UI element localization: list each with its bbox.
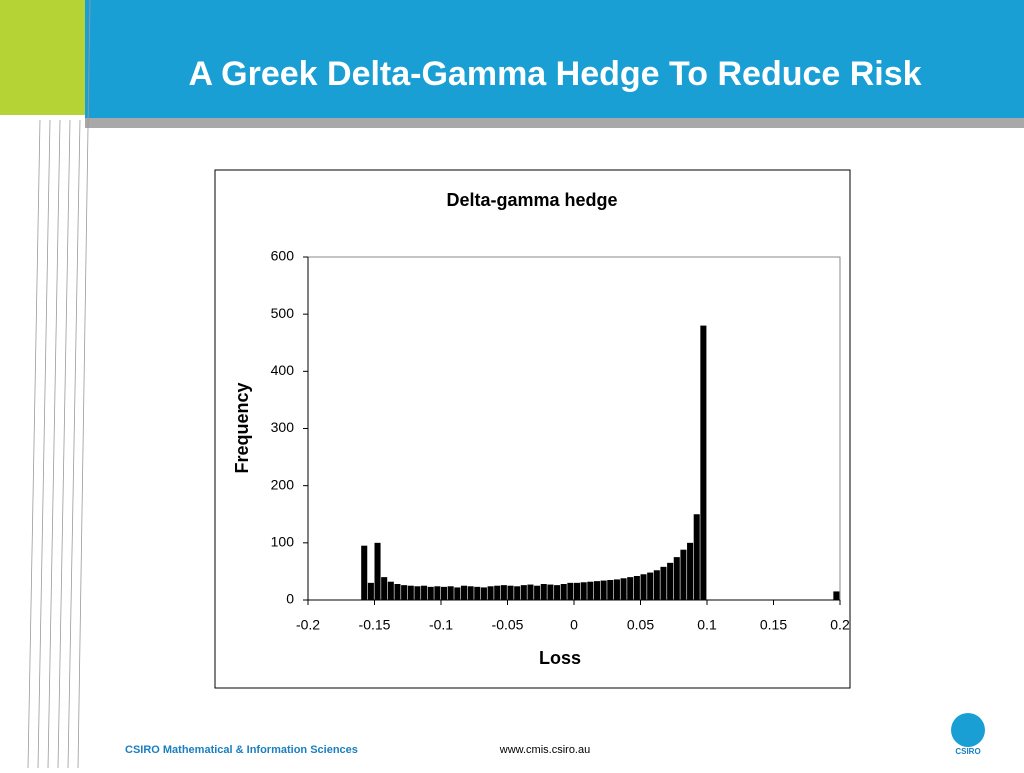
histogram-bar <box>613 579 620 600</box>
histogram-bar <box>381 577 388 600</box>
histogram-bar <box>414 586 421 600</box>
chart-frame <box>214 169 851 689</box>
x-tick-label: -0.15 <box>359 617 391 633</box>
histogram-bar <box>640 574 647 600</box>
histogram-bar <box>401 585 408 600</box>
y-tick-label: 0 <box>286 591 294 607</box>
histogram-bar <box>367 582 374 600</box>
histogram-bar <box>547 584 554 600</box>
histogram-bar <box>374 542 381 600</box>
histogram-bar <box>487 586 494 600</box>
histogram-bar <box>454 587 461 600</box>
histogram-bar <box>514 586 521 600</box>
histogram-bar <box>653 570 660 600</box>
histogram-bar <box>554 585 561 600</box>
histogram-bar <box>607 579 614 600</box>
y-tick-label: 100 <box>271 534 295 550</box>
left-lines <box>27 0 91 769</box>
histogram-bar <box>500 585 507 600</box>
histogram-bar <box>593 581 600 600</box>
histogram-bar <box>467 586 474 600</box>
histogram-bar <box>520 585 527 600</box>
histogram-bar <box>427 586 434 600</box>
histogram-bar <box>421 585 428 600</box>
y-tick-label: 600 <box>271 248 295 264</box>
histogram-bar <box>507 585 514 600</box>
histogram-bar <box>434 586 441 600</box>
histogram-bar <box>447 586 454 600</box>
histogram-bar <box>600 580 607 600</box>
histogram-bar <box>494 585 501 600</box>
histogram-bar <box>580 582 587 600</box>
footer-left: CSIRO Mathematical & Information Science… <box>125 744 358 756</box>
histogram-bar <box>620 578 627 600</box>
histogram-bar <box>667 562 674 600</box>
histogram-bar <box>527 584 534 600</box>
footer-center: www.cmis.csiro.au <box>499 744 590 756</box>
histogram-bar <box>361 545 368 600</box>
y-tick-label: 300 <box>271 419 295 435</box>
histogram-bar <box>474 586 481 600</box>
histogram-bar <box>833 591 840 600</box>
histogram-bar <box>693 514 700 600</box>
x-tick-label: -0.1 <box>429 617 453 633</box>
histogram-bar <box>633 575 640 600</box>
chart-title: Delta-gamma hedge <box>446 190 617 210</box>
histogram-bar <box>394 583 401 600</box>
histogram-bar <box>680 549 687 600</box>
histogram-bar <box>567 582 574 600</box>
histogram-bar <box>460 585 467 600</box>
slide-title: A Greek Delta-Gamma Hedge To Reduce Risk <box>188 55 921 93</box>
histogram-bar <box>441 586 448 600</box>
histogram-bar <box>673 557 680 600</box>
histogram-bar <box>407 585 414 600</box>
logo-mark <box>951 713 985 747</box>
y-tick-label: 400 <box>271 362 295 378</box>
x-tick-label: 0 <box>570 617 578 633</box>
histogram-bar <box>534 585 541 600</box>
histogram-bar <box>660 566 667 600</box>
logo-text: CSIRO <box>955 747 980 756</box>
histogram-bar <box>560 583 567 600</box>
histogram-bar <box>627 577 634 600</box>
x-tick-label: 0.05 <box>627 617 654 633</box>
y-tick-label: 500 <box>271 305 295 321</box>
histogram-bar <box>687 542 694 600</box>
histogram-bar <box>387 581 394 600</box>
green-block <box>0 0 92 115</box>
histogram-bar <box>647 572 654 600</box>
histogram-bar <box>540 583 547 600</box>
x-axis-label: Loss <box>539 648 581 668</box>
histogram-bar <box>574 582 581 600</box>
x-tick-label: -0.05 <box>492 617 524 633</box>
histogram-bar <box>480 587 487 600</box>
header-band <box>85 0 1024 118</box>
histogram-bar <box>700 325 707 600</box>
x-tick-label: 0.15 <box>760 617 787 633</box>
x-tick-label: 0.1 <box>697 617 717 633</box>
x-tick-label: -0.2 <box>296 617 320 633</box>
y-axis-label: Frequency <box>232 382 252 473</box>
y-tick-label: 200 <box>271 476 295 492</box>
x-tick-label: 0.2 <box>830 617 850 633</box>
histogram-bar <box>587 581 594 600</box>
header-rule <box>85 118 1024 128</box>
